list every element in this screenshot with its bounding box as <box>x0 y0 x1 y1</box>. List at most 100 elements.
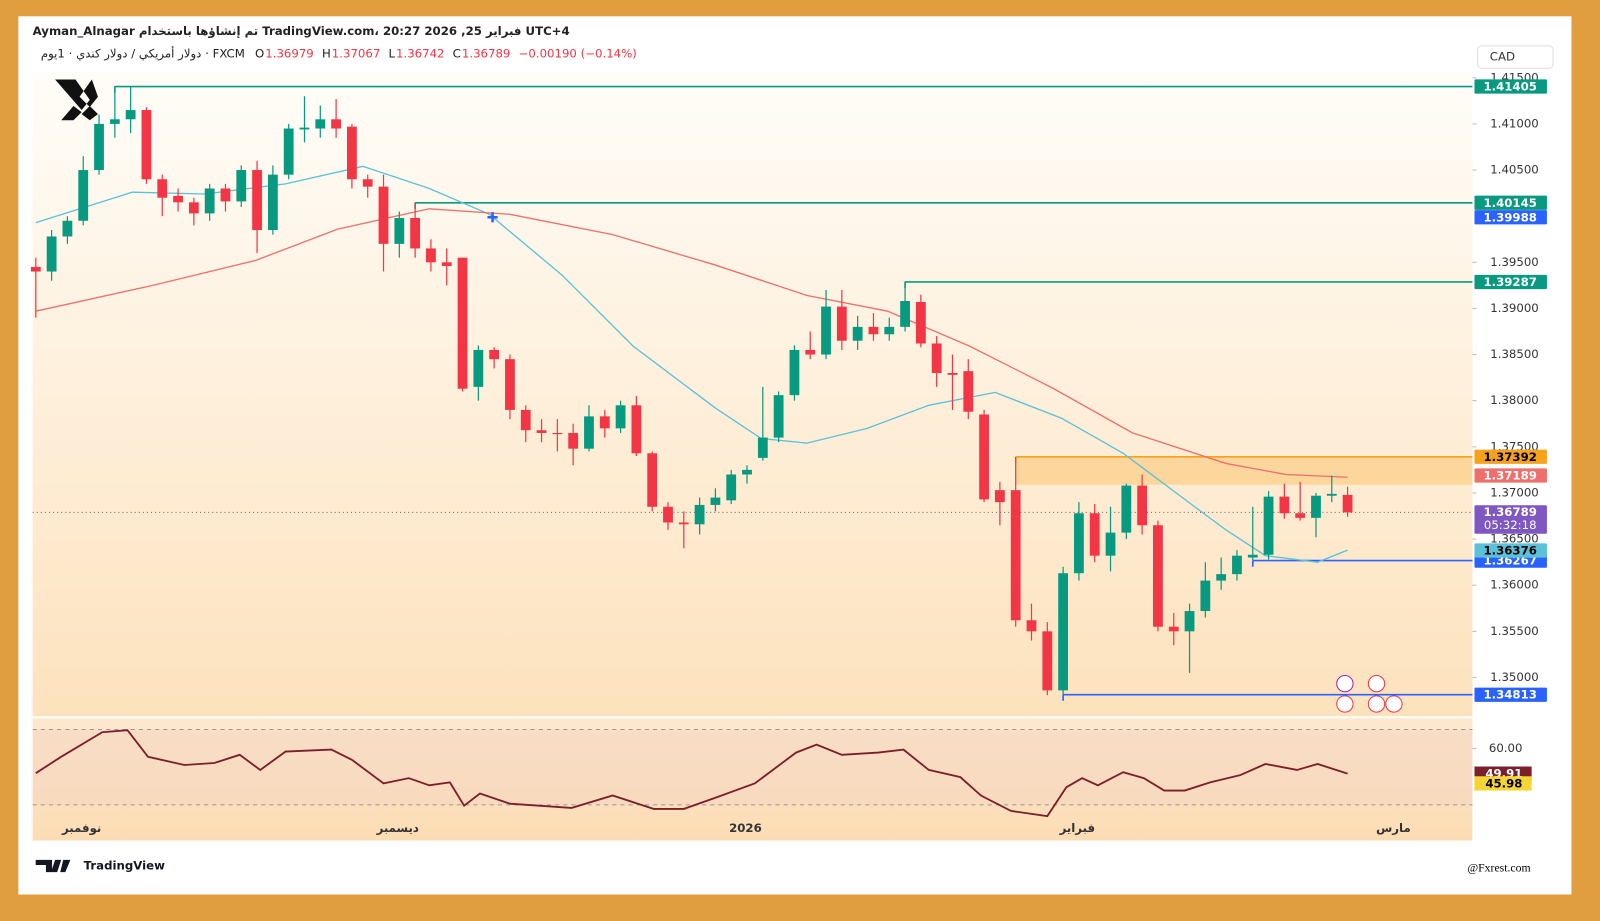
ohlc-value: 1.36742 <box>396 47 445 61</box>
candle-body <box>331 119 342 129</box>
event-icon <box>1367 674 1386 693</box>
candle-body <box>78 170 89 221</box>
candle-body <box>979 414 989 500</box>
candle-body <box>536 430 547 433</box>
y-tick-label: 60.00 <box>1489 741 1523 755</box>
candle-body <box>947 373 958 375</box>
candle-body <box>742 469 752 475</box>
level-tag-box <box>1474 274 1547 290</box>
candle-body <box>94 123 104 171</box>
candle-body <box>378 186 389 244</box>
candle-body <box>868 326 879 335</box>
ohlc-label: H <box>322 47 331 61</box>
x-tick-label: ديسمبر <box>376 821 419 836</box>
last-price: 1.36789 <box>1483 505 1536 519</box>
candle-body <box>188 202 199 214</box>
ohlc-value: 1.36789 <box>462 47 511 61</box>
event-icon <box>1367 695 1386 713</box>
candle-body <box>441 262 452 266</box>
candle-body <box>994 490 1005 503</box>
candle-body <box>252 170 262 231</box>
candle-body <box>426 248 436 263</box>
ma-tag-box <box>1474 543 1547 558</box>
candle-body <box>173 195 183 203</box>
candle-body <box>1168 626 1179 632</box>
logo <box>55 79 98 121</box>
candle-body <box>963 371 974 412</box>
candle-body <box>141 110 152 180</box>
y-tick-label: 1.41000 <box>1490 116 1539 130</box>
candle-body <box>568 432 579 449</box>
candle-body <box>220 188 231 202</box>
y-tick-label: 1.37000 <box>1490 485 1539 499</box>
level-tag: 1.39287 <box>1483 275 1536 289</box>
candle-body <box>1279 496 1290 514</box>
candle-body <box>347 126 357 180</box>
candle-body <box>1216 574 1227 581</box>
candle-body <box>283 128 294 175</box>
x-tick-label: نوفمبر <box>61 821 101 836</box>
candle-body <box>125 110 136 120</box>
candle-body <box>821 306 831 355</box>
event-icon <box>1336 695 1354 713</box>
brand: TradingView <box>84 858 165 872</box>
moving-average <box>35 208 1348 478</box>
candle-body <box>852 326 863 341</box>
candle-body <box>109 119 120 124</box>
level-tag: 1.40145 <box>1483 196 1536 210</box>
candle-body <box>1295 513 1306 518</box>
header-line: Ayman_Alnagar تم إنشاؤها باستخدام Tradin… <box>33 24 570 39</box>
candle-body <box>1311 495 1321 518</box>
candle-body <box>1247 554 1258 558</box>
ohlc-value: 1.37067 <box>332 47 381 61</box>
candle-body <box>884 326 895 335</box>
ohlc-label: O <box>255 47 264 61</box>
y-tick-label: 1.40500 <box>1490 163 1539 177</box>
candle-body <box>1074 513 1084 574</box>
level-tag: 1.37392 <box>1483 450 1536 464</box>
candle-body <box>773 395 784 438</box>
candle-body <box>394 218 405 244</box>
candle-body <box>267 174 278 231</box>
event-icons <box>1336 674 1403 713</box>
candle-body <box>520 409 531 431</box>
x-tick-label: فبراير <box>1059 821 1095 836</box>
candle-body <box>1026 620 1037 632</box>
candle-body <box>62 220 73 237</box>
candle-body <box>631 405 642 454</box>
level-tag-box <box>1474 449 1547 464</box>
candle-body <box>299 127 310 130</box>
candle-body <box>647 453 658 507</box>
symbol-line: دولار أمريكي / دولار كندي · 1يوم · FXCM O… <box>41 46 637 62</box>
candle-body <box>1058 573 1069 691</box>
event-icon <box>1385 695 1403 713</box>
candle-body <box>473 349 484 387</box>
level-tag-box <box>1474 195 1547 210</box>
symbol: دولار أمريكي / دولار كندي · 1يوم · FXCM <box>41 46 245 62</box>
level-tag-box <box>1474 687 1547 702</box>
y-tick-label: 1.39500 <box>1490 255 1539 269</box>
y-tick-label: 1.38000 <box>1490 393 1539 407</box>
indicator-band <box>32 729 1473 805</box>
ohlc-label: L <box>388 47 395 61</box>
x-tick-label: 2026 <box>729 821 762 835</box>
ohlc-value: 1.36979 <box>265 47 314 61</box>
change: −0.00190 (−0.14%) <box>519 47 637 61</box>
candle-body <box>204 188 215 214</box>
candle-body <box>505 359 515 410</box>
candle-body <box>157 179 168 198</box>
candle-body <box>599 416 610 429</box>
candle-body <box>1200 580 1211 612</box>
countdown: 05:32:18 <box>1484 518 1537 532</box>
currency: CAD <box>1490 50 1515 64</box>
marker-tag: 1.39988 <box>1483 210 1536 224</box>
indicator-line <box>35 729 1348 818</box>
ma-tag: 1.37189 <box>1483 469 1536 483</box>
candle-body <box>1121 485 1132 533</box>
moving-average <box>35 165 1348 563</box>
candle-body <box>726 474 737 501</box>
x-tick-label: مارس <box>1376 821 1411 836</box>
candle-body <box>1105 532 1116 556</box>
candle-body <box>789 349 800 396</box>
candle-body <box>710 497 721 505</box>
